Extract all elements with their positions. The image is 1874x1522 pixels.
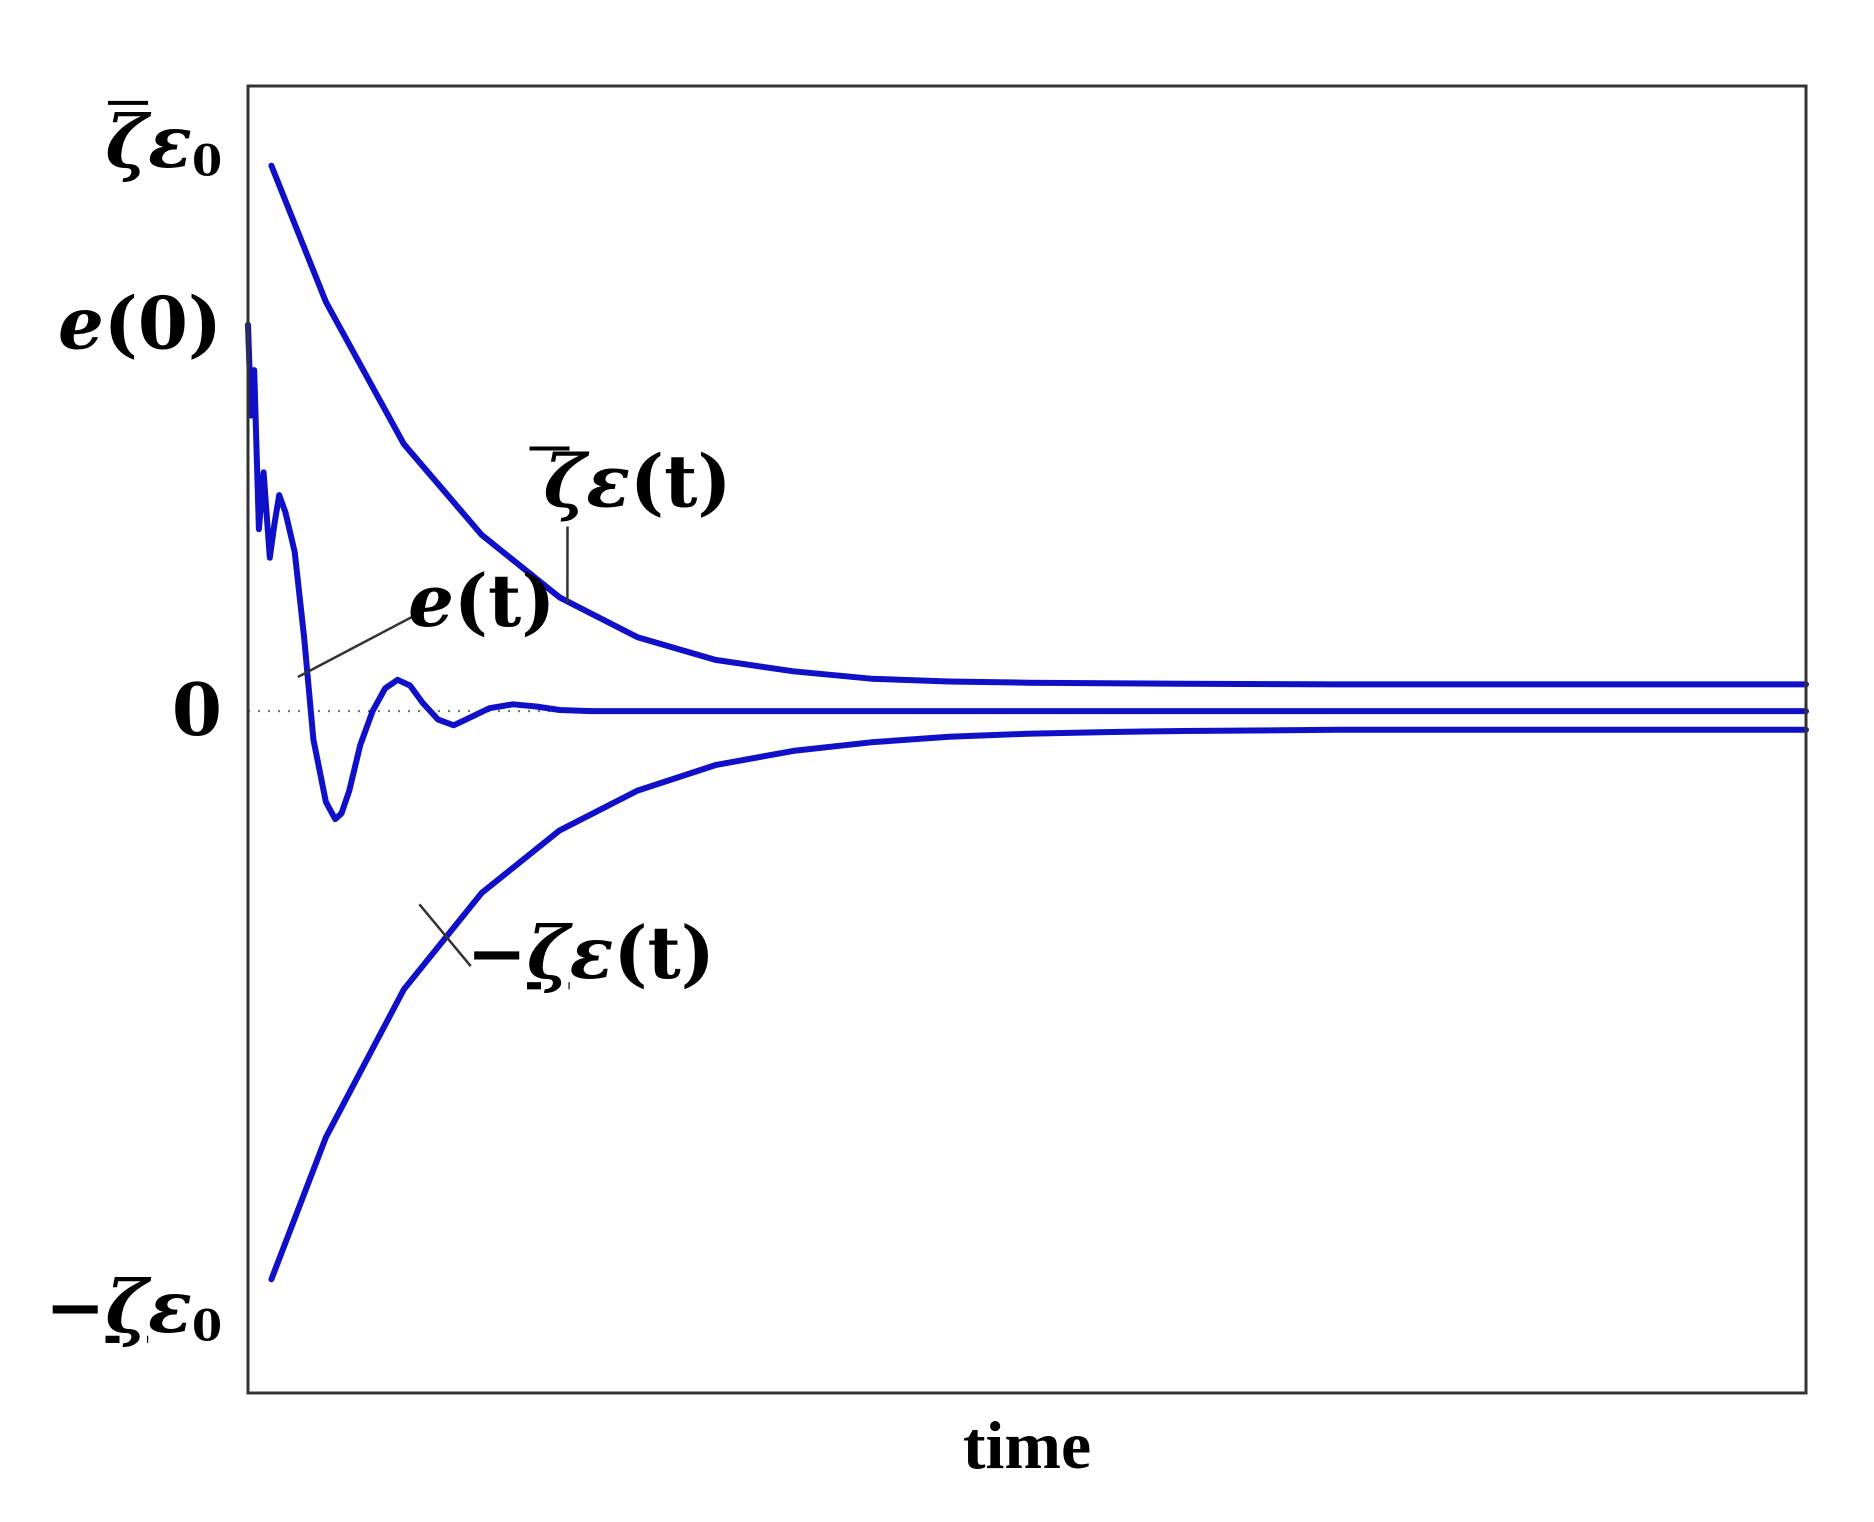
series-line-0 <box>268 162 1809 688</box>
y-tick-label-0: ζε0 <box>106 99 223 187</box>
x-axis-label: time <box>963 1407 1091 1483</box>
plot-lines <box>245 162 1809 1283</box>
series-label-1: e(t) <box>408 558 555 643</box>
annotation-pointer-2 <box>418 903 472 967</box>
y-tick-label-2: 0 <box>172 667 222 752</box>
y-tick-label-3: −ζε0 <box>45 1264 222 1352</box>
series-line-2 <box>268 726 1809 1283</box>
plot-frame <box>246 84 1808 1395</box>
annotation-pointer-1 <box>297 610 423 679</box>
y-tick-label-1: e(0) <box>58 281 222 366</box>
series-line-1 <box>245 321 1809 823</box>
series-label-2: −ζε(t) <box>467 910 715 995</box>
y-tick-labels: ζε0 e(0) 0 −ζε0 <box>45 99 222 1352</box>
annotation-pointers <box>297 526 569 967</box>
series-labels: ζε(t) e(t) −ζε(t) <box>408 439 731 996</box>
series-label-0: ζε(t) <box>544 439 732 524</box>
